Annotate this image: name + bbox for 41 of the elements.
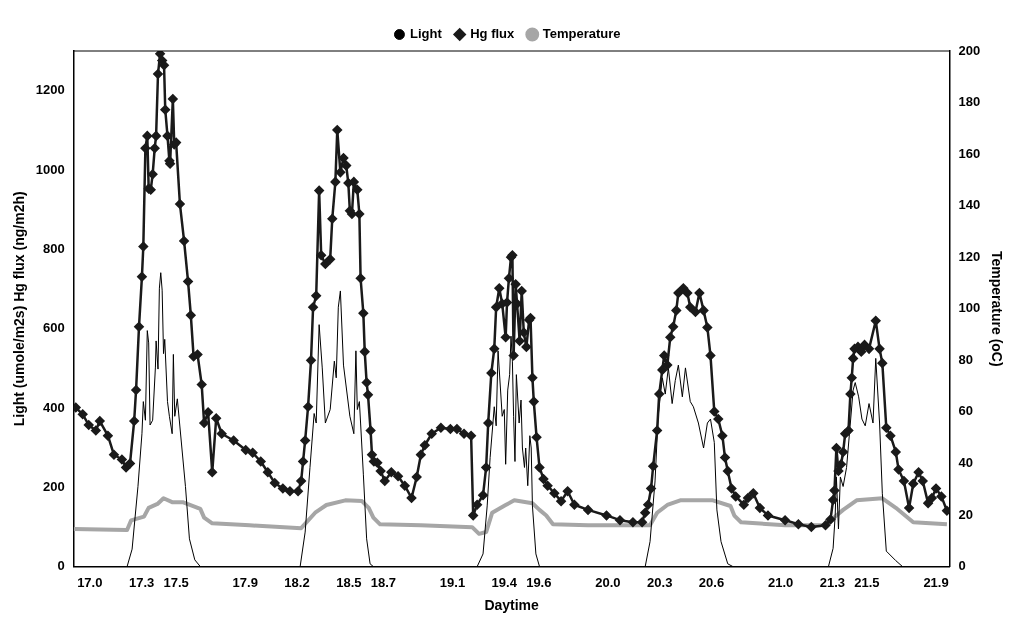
y2-axis-title: Temperature (oC) [988,250,1005,367]
x-tick-label: 17.0 [77,574,103,590]
x-tick-label: 21.5 [854,574,880,590]
legend-label: Temperature [542,26,621,42]
y2-tick-label: 140 [958,197,981,213]
x-axis-title: Daytime [484,597,540,614]
x-tick-label: 18.5 [336,574,362,590]
y-axis-title: Light (umole/m2s) Hg flux (ng/m2h) [11,191,28,427]
x-tick-label: 20.3 [647,574,673,590]
x-tick-label: 21.3 [819,574,846,590]
x-tick-label: 18.2 [284,574,310,590]
y-tick-label: 600 [43,320,65,336]
x-tick-label: 20.6 [698,574,725,590]
y2-tick-label: 60 [958,403,973,419]
y2-tick-label: 40 [958,455,973,471]
x-tick-label: 17.5 [163,574,189,590]
x-tick-label: 17.3 [128,574,155,590]
legend-label: Light [409,26,443,42]
y2-tick-label: 80 [958,351,973,367]
y2-tick-label: 160 [958,145,981,161]
x-tick-label: 21.9 [923,574,949,590]
y-tick-label: 1000 [35,161,65,177]
y2-tick-label: 180 [958,94,981,110]
x-tick-label: 19.1 [439,574,466,590]
y2-tick-label: 120 [958,248,981,264]
x-tick-label: 20.0 [595,574,621,590]
y-tick-label: 400 [43,399,65,415]
legend-label: Hg flux [470,26,516,42]
y-tick-label: 1200 [35,82,65,98]
x-tick-label: 18.7 [370,574,397,590]
y-tick-label: 200 [43,478,65,494]
y-tick-label: 800 [43,240,65,256]
x-tick-label: 21.0 [767,574,794,590]
x-tick-label: 19.6 [526,574,552,590]
x-tick-label: 19.4 [491,574,518,590]
y2-tick-label: 100 [958,300,981,316]
y2-tick-label: 20 [958,506,973,522]
y-tick-label: 0 [57,558,65,574]
y2-tick-label: 0 [958,558,966,574]
y2-tick-label: 200 [958,42,981,58]
x-tick-label: 17.9 [232,574,258,590]
